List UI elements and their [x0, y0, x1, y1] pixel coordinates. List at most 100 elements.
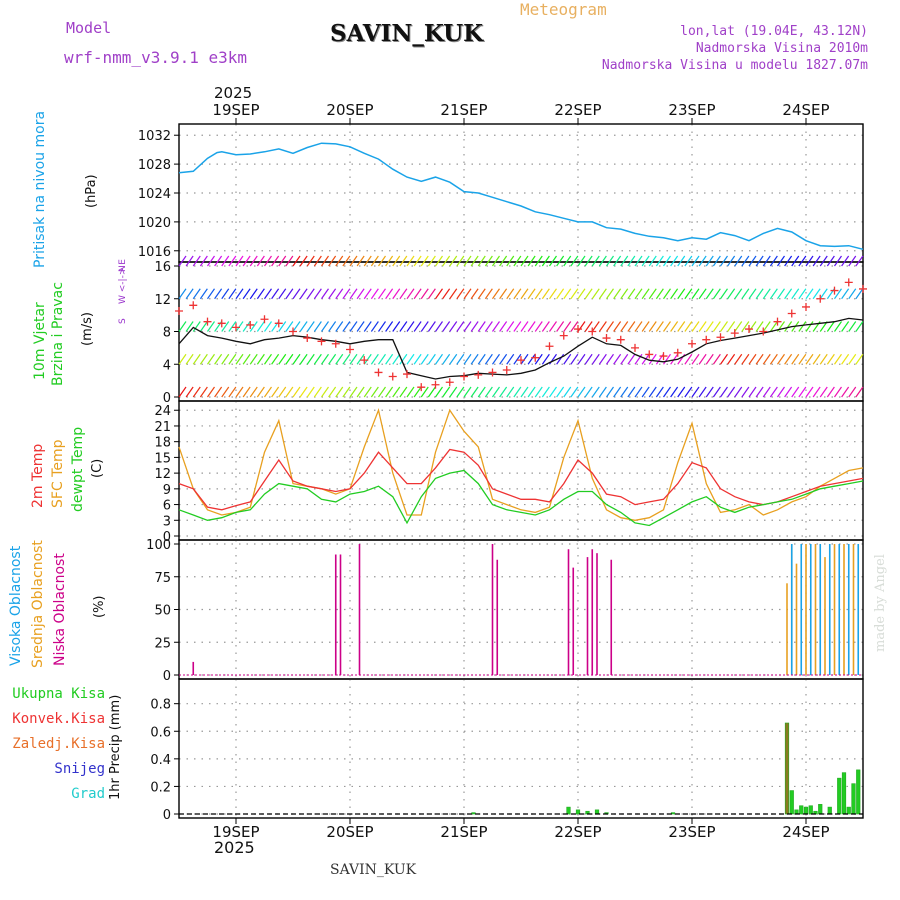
- wind-barb: [620, 386, 629, 398]
- wind-barb: [306, 353, 315, 365]
- wind-barb: [192, 321, 201, 332]
- wind-barb: [406, 353, 415, 365]
- wind-barb: [755, 353, 764, 365]
- wind-barb: [769, 353, 778, 365]
- precip-bar: [670, 812, 676, 815]
- wind-barb: [292, 353, 301, 365]
- wind-barb: [356, 321, 365, 332]
- wind-barb: [278, 288, 287, 300]
- wind-barb: [378, 288, 386, 300]
- wind-barb: [513, 255, 522, 267]
- wind-barb: [791, 353, 800, 365]
- wind-barb: [299, 321, 308, 332]
- wind-gust-marker: [374, 368, 383, 377]
- wind-gust-marker: [588, 327, 597, 336]
- wind-gust-marker: [716, 333, 725, 342]
- wind-barb: [192, 255, 201, 267]
- wind-barb: [256, 288, 265, 300]
- wind-gust-marker: [488, 368, 497, 377]
- wind-barb: [591, 353, 600, 365]
- wind-barb: [812, 386, 821, 398]
- wind-barb: [798, 386, 807, 398]
- wind-barb: [328, 353, 337, 365]
- wind-barb: [762, 353, 771, 365]
- wind-barb: [470, 288, 479, 300]
- wind-barb: [727, 288, 736, 300]
- precip-bar: [803, 806, 809, 815]
- precip-bar: [846, 806, 851, 815]
- wind-barb: [235, 321, 244, 332]
- wind-barb: [855, 288, 864, 300]
- wind-barb: [627, 321, 636, 332]
- wind-barb: [591, 255, 600, 267]
- wind-barb: [670, 386, 679, 398]
- wind-barb: [648, 386, 657, 398]
- wind-barb: [606, 288, 614, 300]
- wind-barb: [420, 321, 429, 332]
- y-tick-label: 25: [154, 636, 171, 651]
- wind-barb: [791, 255, 800, 267]
- wind-barb: [648, 255, 657, 267]
- wind-barb: [313, 386, 322, 398]
- wind-barb: [848, 321, 857, 332]
- wind-barb: [563, 255, 572, 267]
- wind-barb: [385, 386, 394, 398]
- wind-gust-marker: [844, 278, 853, 287]
- wind-barb: [335, 353, 344, 365]
- wind-barb: [199, 288, 208, 300]
- wind-barb: [356, 255, 365, 267]
- wind-barb: [470, 386, 479, 398]
- wind-barb: [477, 288, 486, 300]
- wind-barb: [613, 288, 622, 300]
- wind-barb: [677, 288, 686, 300]
- wind-barb: [242, 386, 251, 398]
- wind-gust-marker: [574, 325, 582, 334]
- wind-barb: [691, 321, 700, 332]
- precip-bar: [784, 722, 790, 815]
- wind-barb: [328, 321, 337, 332]
- wind-barb: [221, 353, 230, 365]
- legend-grad: Grad: [71, 786, 105, 802]
- bottom-day-label: 21SEP: [440, 823, 487, 841]
- wind-barb: [463, 255, 472, 267]
- wind-barb: [492, 386, 500, 398]
- wind-barb: [221, 255, 230, 267]
- wind-gust-marker: [702, 335, 711, 344]
- wind-barb: [855, 353, 864, 365]
- wind-barb: [748, 386, 757, 398]
- wind-barb: [727, 386, 736, 398]
- wind-barb: [506, 353, 515, 365]
- wind-gust-marker: [260, 315, 269, 324]
- wind-barb: [192, 288, 201, 300]
- wind-barb: [819, 288, 828, 300]
- wind-barb: [634, 386, 643, 398]
- bottom-day-label: 22SEP: [554, 823, 601, 841]
- wind-barb: [427, 353, 436, 365]
- y-tick-label: 4: [163, 358, 171, 373]
- wind-barb: [399, 386, 408, 398]
- wind-barbs: [178, 255, 864, 398]
- wind-barb: [463, 288, 472, 300]
- wind-barb: [435, 288, 443, 300]
- wind-barb: [727, 353, 736, 365]
- wind-barb: [235, 255, 244, 267]
- wind-gust-marker: [317, 337, 326, 346]
- wind-barb: [406, 288, 415, 300]
- wind-gust-marker: [417, 383, 426, 392]
- wind-barb: [534, 321, 543, 332]
- wind-gust-marker: [474, 370, 483, 379]
- wind-barb: [834, 353, 842, 365]
- wind-barb: [178, 321, 187, 332]
- legend-zaledj-kisa: Zaledj.Kisa: [12, 736, 105, 752]
- wind-barb: [648, 353, 657, 365]
- y-tick-label: 1020: [138, 216, 171, 231]
- wind-barb: [484, 255, 493, 267]
- wind-barb: [784, 353, 793, 365]
- wind-barb: [477, 386, 486, 398]
- wind-barb: [513, 321, 522, 332]
- wind-barb: [470, 353, 479, 365]
- wind-barb: [748, 321, 757, 332]
- wind-barb: [698, 386, 707, 398]
- wind-barb: [442, 386, 451, 398]
- wind-barb: [249, 386, 258, 398]
